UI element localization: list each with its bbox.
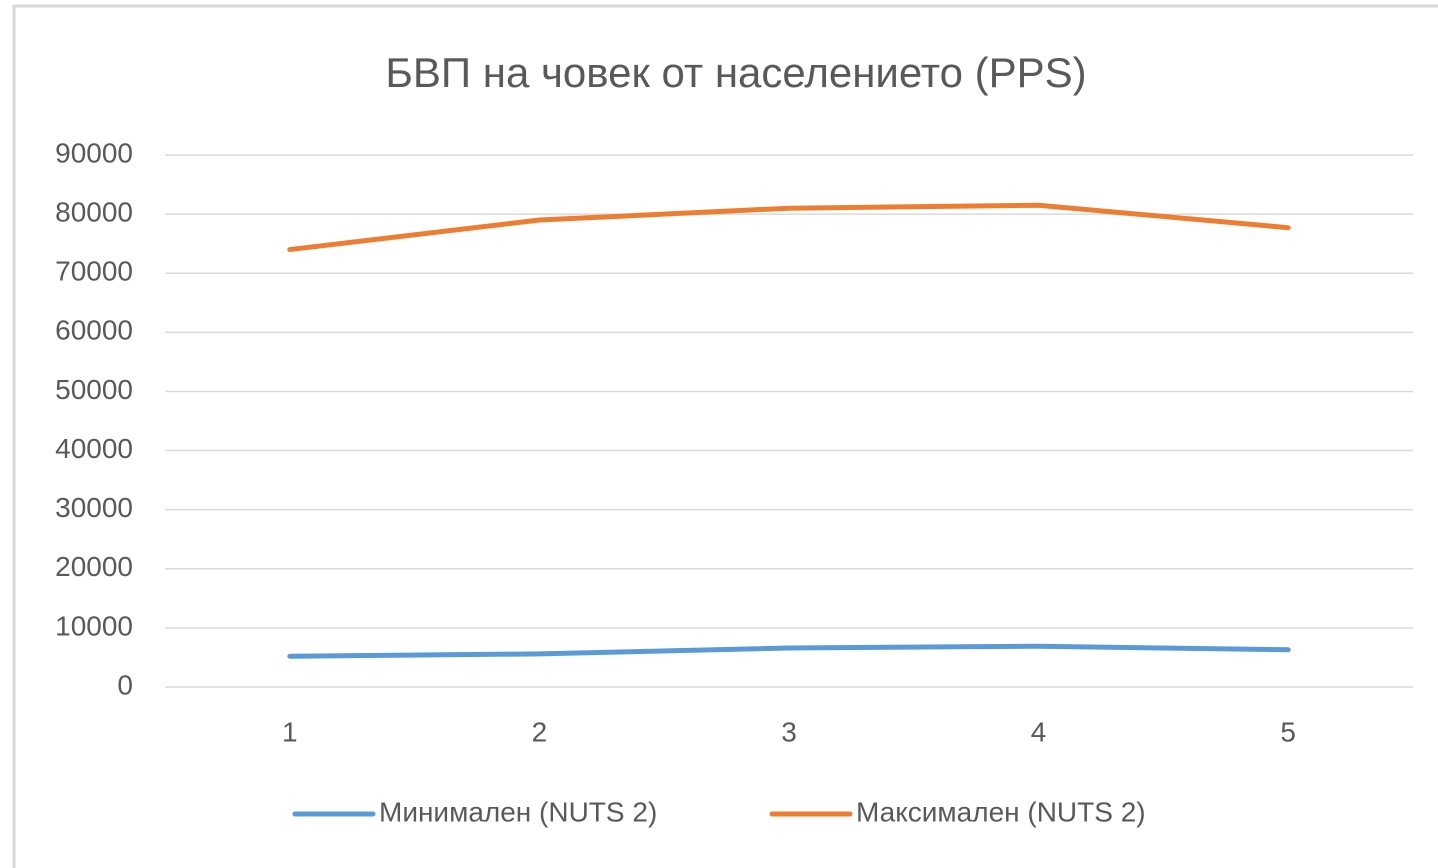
x-tick-label: 3 xyxy=(781,716,797,747)
y-tick-label: 20000 xyxy=(55,551,133,582)
x-tick-label: 2 xyxy=(532,716,548,747)
y-tick-label: 80000 xyxy=(55,197,133,228)
x-tick-label: 5 xyxy=(1280,716,1296,747)
chart-title: БВП на човек от населението (PPS) xyxy=(385,49,1086,96)
y-tick-label: 30000 xyxy=(55,492,133,523)
y-tick-label: 90000 xyxy=(55,137,133,168)
series-line xyxy=(287,643,1291,659)
y-tick-label: 40000 xyxy=(55,433,133,464)
y-tick-label: 0 xyxy=(117,669,133,700)
y-tick-label: 50000 xyxy=(55,374,133,405)
x-tick-label: 1 xyxy=(282,716,298,747)
legend-label: Минимален (NUTS 2) xyxy=(379,796,657,827)
y-tick-label: 70000 xyxy=(55,256,133,287)
y-tick-label: 60000 xyxy=(55,315,133,346)
y-tick-label: 10000 xyxy=(55,610,133,641)
legend-label: Максимален (NUTS 2) xyxy=(856,796,1146,827)
series-line xyxy=(287,202,1291,253)
chart-frame xyxy=(12,4,1438,868)
x-tick-label: 4 xyxy=(1031,716,1047,747)
